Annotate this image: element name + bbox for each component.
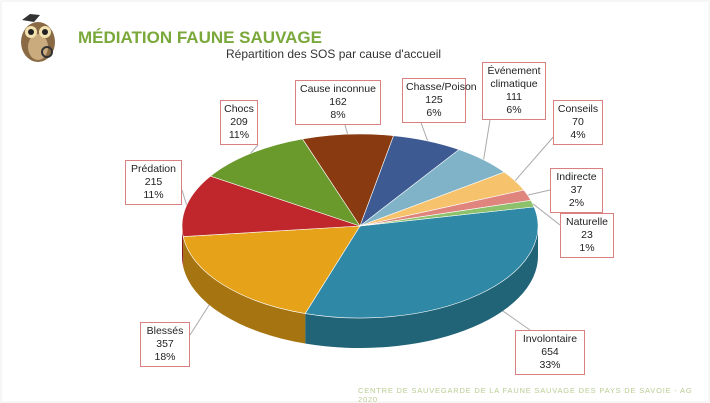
label-name: Prédation: [131, 163, 176, 175]
slice-label: Blessés 357 18%: [140, 322, 190, 367]
slice-label: Conseils 70 4%: [553, 100, 603, 145]
label-value: 23: [581, 229, 593, 241]
slice-label: Chasse/Poison 125 6%: [402, 78, 477, 123]
leader-line: [527, 189, 551, 196]
slice-label: Indirecte 37 2%: [550, 168, 603, 213]
slice-label: Cause inconnue 162 8%: [295, 80, 381, 125]
label-name: Indirecte: [556, 171, 597, 183]
label-percent: 33%: [539, 359, 561, 371]
label-name: Chasse/Poison: [406, 81, 477, 93]
slice: [359, 199, 535, 227]
label-percent: 8%: [330, 109, 346, 121]
label-percent: 6%: [426, 107, 442, 119]
footer: CENTRE DE SAUVEGARDE DE LA FAUNE SAUVAGE…: [358, 386, 693, 403]
slice-side: [183, 236, 306, 344]
owl-logo: [21, 14, 55, 62]
label-percent: 2%: [568, 197, 585, 209]
slice: [304, 206, 539, 319]
label-percent: 1%: [579, 242, 595, 254]
slice-label: Événement climatique 111 6%: [482, 62, 546, 120]
slice-side-shade: [183, 236, 306, 344]
label-value: 70: [572, 116, 584, 128]
label-name: Chocs: [224, 103, 254, 115]
label-name: Blessés: [146, 325, 184, 337]
leader-line: [344, 124, 349, 135]
label-value: 162: [329, 96, 347, 108]
label-value: 215: [144, 176, 163, 188]
label-percent: 4%: [570, 129, 586, 141]
label-percent: 6%: [506, 104, 522, 116]
slice: [181, 175, 361, 237]
slice: [209, 138, 361, 227]
label-value: 357: [156, 338, 174, 350]
label-value: 654: [541, 346, 559, 358]
leader-line: [181, 189, 188, 206]
leader-line: [483, 119, 491, 160]
label-value: 111: [506, 91, 522, 103]
slice-label: Naturelle 23 1%: [560, 213, 614, 258]
slice-side: [305, 226, 538, 348]
slice: [302, 133, 395, 227]
leader-line: [250, 144, 259, 154]
label-percent: 11%: [143, 189, 164, 201]
chart-subtitle: Répartition des SOS par cause d'accueil: [226, 47, 442, 61]
label-value: 209: [230, 116, 248, 128]
label-name: Événement climatique: [487, 65, 541, 90]
label-value: 125: [425, 94, 443, 106]
label-name: Cause inconnue: [300, 83, 376, 95]
leader-line: [419, 119, 429, 142]
slice-label: Prédation 215 11%: [125, 160, 182, 205]
slice-label: Chocs 209 11%: [220, 100, 258, 145]
chart-title: MÉDIATION FAUNE SAUVAGE: [78, 28, 322, 47]
label-value: 37: [570, 184, 583, 196]
label-percent: 11%: [228, 129, 250, 141]
label-name: Conseils: [557, 103, 599, 115]
slice-side-shade: [305, 226, 538, 348]
slice: [182, 225, 361, 314]
label-percent: 18%: [154, 351, 176, 363]
leader-line: [514, 134, 556, 182]
label-name: Involontaire: [522, 333, 578, 345]
slice-label: Involontaire 654 33%: [515, 330, 585, 375]
label-name: Naturelle: [565, 216, 609, 228]
leader-line: [532, 203, 561, 226]
